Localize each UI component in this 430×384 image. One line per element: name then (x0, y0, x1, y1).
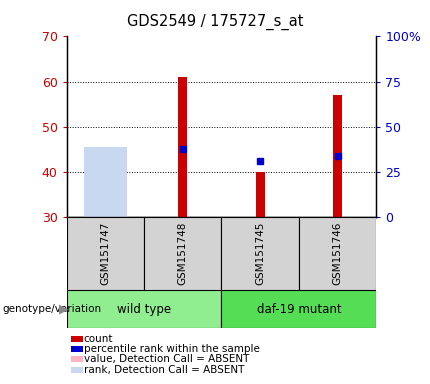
Bar (255, 172, 265, 217)
Bar (299, 217, 376, 290)
Text: value, Detection Call = ABSENT: value, Detection Call = ABSENT (84, 354, 249, 364)
Bar (84, 149, 126, 217)
Text: GSM151746: GSM151746 (332, 222, 343, 285)
Text: count: count (84, 334, 114, 344)
Text: rank, Detection Call = ABSENT: rank, Detection Call = ABSENT (84, 365, 244, 375)
Bar (67, 217, 144, 290)
Text: GSM151747: GSM151747 (100, 222, 111, 285)
Text: GSM151745: GSM151745 (255, 222, 265, 285)
Bar (178, 77, 187, 217)
Text: genotype/variation: genotype/variation (2, 304, 101, 314)
Text: GDS2549 / 175727_s_at: GDS2549 / 175727_s_at (127, 13, 303, 30)
Bar (221, 217, 299, 290)
Bar (144, 217, 221, 290)
Bar (84, 147, 126, 217)
Text: percentile rank within the sample: percentile rank within the sample (84, 344, 260, 354)
Bar (221, 290, 376, 328)
Text: daf-19 mutant: daf-19 mutant (257, 303, 341, 316)
Bar (333, 95, 342, 217)
Bar (67, 290, 221, 328)
Text: ▶: ▶ (59, 303, 68, 316)
Text: GSM151748: GSM151748 (178, 222, 188, 285)
Text: wild type: wild type (117, 303, 171, 316)
